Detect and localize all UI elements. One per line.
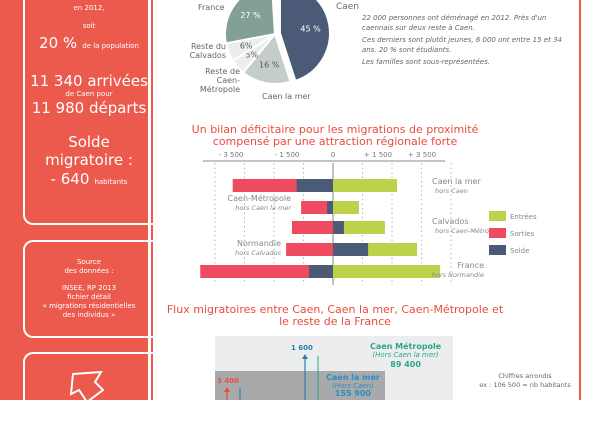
- cal-pop: 155 900: [334, 389, 371, 398]
- caen-la-mer-zone: [215, 371, 385, 400]
- bar-solde: [333, 221, 344, 234]
- flux-note: Chiffres arrondis ex : 106 500 = nb habi…: [470, 372, 580, 390]
- note1: Chiffres arrondis: [498, 372, 552, 380]
- pie-slice: [278, 0, 331, 83]
- category-sublabel: hors Caen: [435, 187, 468, 195]
- tick-label: + 1 500: [364, 151, 392, 159]
- bar-chart-title: Un bilan déficitaire pour les migrations…: [191, 123, 479, 148]
- bar-entrees: [333, 179, 398, 192]
- pie-value-label: 45 %: [300, 24, 321, 33]
- intro-p: Les familles sont sous-représentées.: [362, 58, 490, 66]
- bar-solde: [309, 265, 333, 278]
- logo-icon: [69, 370, 105, 404]
- source-line: « migrations résidentielles: [42, 302, 136, 310]
- category-sublabel: hors Caen la mer: [235, 204, 292, 212]
- arrow-head: [302, 354, 308, 359]
- departures: 11 980 départs: [31, 99, 147, 117]
- pie-slice: [224, 0, 277, 45]
- cal-name: Caen la mer: [326, 373, 380, 382]
- arrow-head: [224, 387, 230, 392]
- pie-label-caen-metropole: Reste de Caen-Métropole: [199, 67, 240, 94]
- category-label: Caen-Métropole: [228, 193, 292, 203]
- legend-label: Solde: [510, 247, 529, 255]
- source-title2: des données :: [64, 267, 114, 275]
- source-line: des individus »: [62, 311, 116, 319]
- bar-chart: - 3 500 - 1 500 0 + 1 500 + 3 500 Caen la mer…: [200, 151, 537, 285]
- tick-label: + 3 500: [408, 151, 436, 159]
- intro-p: 22 000 personnes ont déménagé en 2012. P…: [362, 14, 547, 32]
- tick-label: - 1 500: [275, 151, 300, 159]
- bar-entrees: [333, 221, 385, 234]
- pie-label-caen-la-mer: Caen la mer: [262, 92, 311, 101]
- metro-label: Caen Métropole (Hors Caen la mer) 89 400: [370, 342, 441, 369]
- legend-swatch: [489, 245, 506, 255]
- solde-label2: migratoire :: [45, 151, 133, 169]
- source-box: Source des données : INSEE, RP 2013 fich…: [23, 240, 153, 338]
- pie-value-label: 27 %: [240, 11, 261, 20]
- bar-sorties: [286, 243, 333, 256]
- pie-value-label: 16 %: [259, 60, 280, 69]
- legend-label: Entrées: [510, 213, 537, 221]
- category-label: Calvados: [432, 217, 469, 226]
- source-line: fichier détail: [67, 293, 111, 301]
- intro-line: en 2012,: [73, 4, 105, 12]
- source-title: Source: [76, 258, 102, 266]
- flow-1600: 1 600: [291, 344, 313, 352]
- legend-swatch: [489, 228, 506, 238]
- category-label: Normandie: [237, 239, 281, 248]
- flow-3400: 3 400: [217, 377, 239, 385]
- category-label: France: [457, 261, 484, 270]
- pie-label-france: France: [198, 3, 225, 12]
- flux-title: Flux migratoires entre Caen, Caen la mer…: [166, 303, 504, 328]
- pie-chart: 45 % 16 %5%6% 27 %: [224, 0, 331, 85]
- bar-solde: [327, 201, 333, 214]
- bar-entrees: [333, 201, 359, 214]
- solde-label: Solde: [68, 133, 110, 151]
- legend-label: Sorties: [510, 230, 535, 238]
- category-sublabel: hors Calvados: [235, 249, 281, 257]
- intro-text: 22 000 personnes ont déménagé en 2012. P…: [362, 14, 572, 71]
- metro-pop: 89 400: [390, 360, 421, 369]
- bar-entrees: [333, 265, 441, 278]
- pct: 20 %: [39, 34, 78, 52]
- tick-label: - 3 500: [219, 151, 244, 159]
- intro-p: Ces derniers sont plutôt jeunes, 6 000 o…: [362, 36, 562, 54]
- pie-value-label: 6%: [240, 41, 253, 50]
- category-sublabel: hors Caen-Métropole: [435, 227, 503, 235]
- source-line: INSEE, RP 2013: [61, 284, 117, 292]
- arrivals: 11 340 arrivées: [30, 72, 148, 90]
- cal-label: Caen la mer (Hors Caen) 155 900: [326, 374, 380, 398]
- pie-value-label: 5%: [245, 51, 258, 60]
- tick-label: 0: [331, 151, 335, 159]
- pie-label-caen: Caen: [336, 2, 360, 12]
- pct-suffix: de la population: [82, 42, 139, 50]
- metro-sub: (Hors Caen la mer): [372, 351, 439, 359]
- bar-sorties: [291, 221, 333, 234]
- note2: ex : 106 500 = nb habitants: [479, 381, 571, 389]
- bar-sorties: [200, 265, 333, 278]
- solde-unit: habitants: [94, 178, 128, 186]
- summary-box: en 2012, soit 20 % de la population 11 3…: [23, 0, 153, 225]
- bar-solde: [296, 179, 333, 192]
- category-label: Caen la mer: [432, 177, 481, 186]
- metro-name: Caen Métropole: [370, 342, 442, 351]
- legend-swatch: [489, 211, 506, 221]
- category-sublabel: hors Normandie: [432, 271, 484, 279]
- soit: soit: [82, 22, 96, 30]
- bar-sorties: [301, 201, 333, 214]
- divider: [579, 0, 581, 400]
- bar-solde: [333, 243, 369, 256]
- pie-label-calvados: Reste du Calvados: [189, 42, 227, 60]
- cal-sub: (Hors Caen): [332, 382, 374, 390]
- solde-value: - 640: [50, 170, 90, 188]
- divider: [151, 0, 153, 400]
- flow-arrows: [224, 354, 319, 400]
- arrivals-mid: de Caen pour: [65, 90, 113, 98]
